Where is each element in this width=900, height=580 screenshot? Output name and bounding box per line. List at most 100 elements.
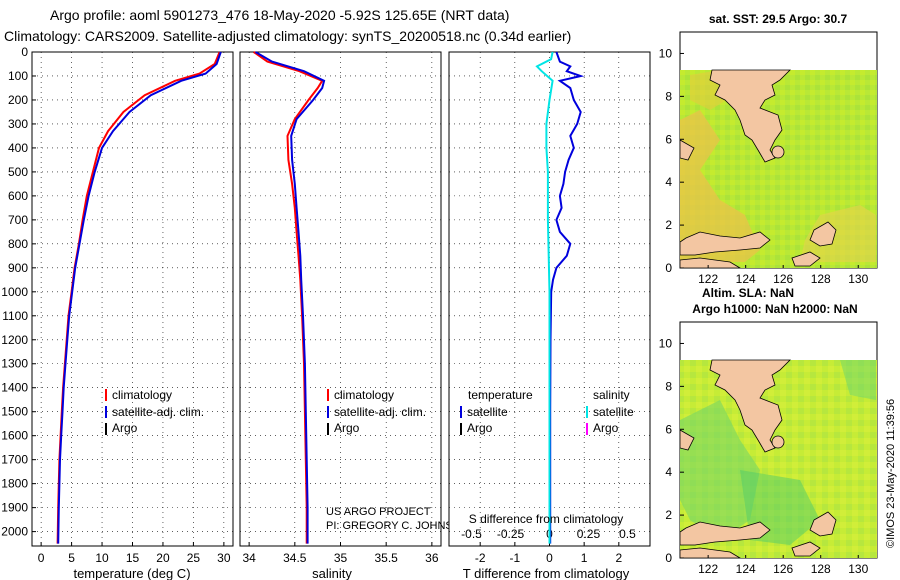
- header-line1: Argo profile: aoml 5901273_476 18-May-20…: [50, 7, 509, 23]
- depth-tick-label: 400: [8, 141, 28, 155]
- temperature-panel: 0100200300400500600700800900100011001200…: [1, 45, 234, 580]
- timor-land-shape: [809, 511, 837, 537]
- depth-tick-label: 1800: [1, 477, 28, 491]
- sst-land: [679, 69, 837, 269]
- map-x-tick-label: 126: [773, 562, 793, 576]
- map-x-tick-label: 124: [736, 272, 756, 286]
- sla-low-region: [680, 400, 760, 540]
- sst-warm-region-2: [800, 205, 876, 262]
- s-difference-xlabel: S difference from climatology: [469, 512, 624, 526]
- map-x-tick-label: 130: [848, 272, 868, 286]
- salinity-legend: climatology satellite-adj. clim. Argo: [327, 388, 426, 435]
- legend-climatology-label: climatology: [112, 388, 172, 402]
- difference-lines: [535, 51, 585, 544]
- depth-tick-label: 900: [8, 261, 28, 275]
- depth-tick-label: 300: [8, 117, 28, 131]
- sla-low-region-3: [840, 360, 876, 400]
- depth-tick-label: 1500: [1, 405, 28, 419]
- x-tick-label: 30: [217, 551, 231, 565]
- x-tick-label: 0: [546, 551, 553, 565]
- depth-tick-label: 700: [8, 213, 28, 227]
- map-y-tick-label: 0: [665, 551, 672, 565]
- sumba-land-shape: [679, 257, 742, 269]
- x-tick-label: 15: [126, 551, 140, 565]
- legend-satellite-label: satellite-adj. clim.: [334, 405, 426, 419]
- depth-tick-label: 1200: [1, 333, 28, 347]
- legend-t-satellite-label: satellite: [467, 405, 508, 419]
- map-y-tick-label: 8: [665, 379, 672, 393]
- small-island-circle: [771, 435, 785, 449]
- depth-tick-label: 1600: [1, 429, 28, 443]
- legend-temperature-title: temperature: [468, 388, 533, 402]
- depth-tick-label: 600: [8, 189, 28, 203]
- x-tick-label: 36: [425, 551, 439, 565]
- depth-tick-label: 0: [21, 45, 28, 59]
- legend-s-satellite-label: satellite: [593, 405, 634, 419]
- legend-argo-label: Argo: [334, 421, 360, 435]
- depth-tick-label: 1900: [1, 501, 28, 515]
- map-y-tick-label: 2: [665, 508, 672, 522]
- x-tick-label: -0.25: [497, 527, 525, 541]
- x-tick-label: 34: [242, 551, 256, 565]
- series-line: [535, 51, 554, 544]
- map-x-tick-label: 128: [811, 562, 831, 576]
- difference-legend: temperature salinity satellite Argo sate…: [460, 388, 634, 435]
- sulawesi-land-shape: [709, 69, 791, 163]
- depth-tick-label: 200: [8, 93, 28, 107]
- x-tick-label: -1: [510, 551, 521, 565]
- map-x-tick-label: 122: [698, 272, 718, 286]
- difference-panel: -2 -1 0 1 2 -0.5 -0.25 0 0.25 0.5 T difference f…: [448, 51, 651, 580]
- legend-climatology-label: climatology: [334, 388, 394, 402]
- salinity-panel: 34 34.5 35 35.5 36 salinity climatology sate…: [239, 51, 469, 580]
- flores-land-shape: [679, 521, 771, 546]
- sulawesi-land-shape: [709, 359, 791, 453]
- salinity-plot-frame: [239, 51, 442, 547]
- map-y-tick-label: 0: [665, 261, 672, 275]
- map-x-tick-label: 130: [848, 562, 868, 576]
- depth-tick-label: 2000: [1, 525, 28, 539]
- temperature-tick-labels: 0 5 10 15 20 25 30: [38, 542, 231, 565]
- depth-tick-label: 100: [8, 69, 28, 83]
- west-coast-shape: [679, 429, 695, 451]
- sla-map-title2: Argo h1000: NaN h2000: NaN: [692, 302, 857, 316]
- sla-map-title1: Altim. SLA: NaN: [702, 286, 794, 300]
- temperature-grid: [32, 51, 233, 546]
- salinity-grid: [240, 51, 441, 546]
- x-tick-label: 20: [156, 551, 170, 565]
- sumba-land-shape: [679, 547, 742, 559]
- flores-land-shape: [679, 231, 771, 256]
- small-island-shape: [791, 251, 821, 267]
- series-line: [254, 51, 326, 544]
- s-difference-tick-labels: -0.5 -0.25 0 0.25 0.5: [461, 527, 636, 541]
- map-x-tick-label: 124: [736, 562, 756, 576]
- sla-map-panel: Altim. SLA: NaN Argo h1000: NaN h2000: N…: [659, 286, 878, 576]
- legend-salinity-title: salinity: [593, 388, 630, 402]
- legend-satellite-label: satellite-adj. clim.: [112, 405, 204, 419]
- small-island-shape: [791, 541, 821, 557]
- sst-map-title: sat. SST: 29.5 Argo: 30.7: [709, 12, 848, 26]
- map-x-tick-label: 122: [698, 562, 718, 576]
- depth-tick-label: 800: [8, 237, 28, 251]
- x-tick-label: 2: [615, 551, 622, 565]
- x-tick-label: 35.5: [375, 551, 399, 565]
- depth-tick-label: 1400: [1, 381, 28, 395]
- map-y-tick-label: 8: [665, 89, 672, 103]
- map-x-tick-label: 126: [773, 272, 793, 286]
- legend-argo-label: Argo: [112, 421, 138, 435]
- header-line2: Climatology: CARS2009. Satellite-adjuste…: [4, 28, 571, 44]
- sla-land: [679, 359, 837, 559]
- map-y-tick-label: 10: [659, 46, 673, 60]
- temperature-plot-frame: [31, 51, 234, 547]
- depth-tick-label: 1000: [1, 285, 28, 299]
- temperature-xlabel: temperature (deg C): [73, 566, 190, 580]
- salinity-lines: [253, 51, 326, 544]
- legend-t-argo-label: Argo: [467, 421, 493, 435]
- small-island-circle: [771, 145, 785, 159]
- depth-tick-labels: 0 100 200 300 400 500 600 700 800 900 1000 1100 1200…: [1, 45, 36, 539]
- map-y-tick-label: 6: [665, 132, 672, 146]
- x-tick-label: 25: [187, 551, 201, 565]
- project-credit: US ARGO PROJECT: [326, 506, 431, 518]
- depth-tick-label: 1300: [1, 357, 28, 371]
- depth-tick-label: 500: [8, 165, 28, 179]
